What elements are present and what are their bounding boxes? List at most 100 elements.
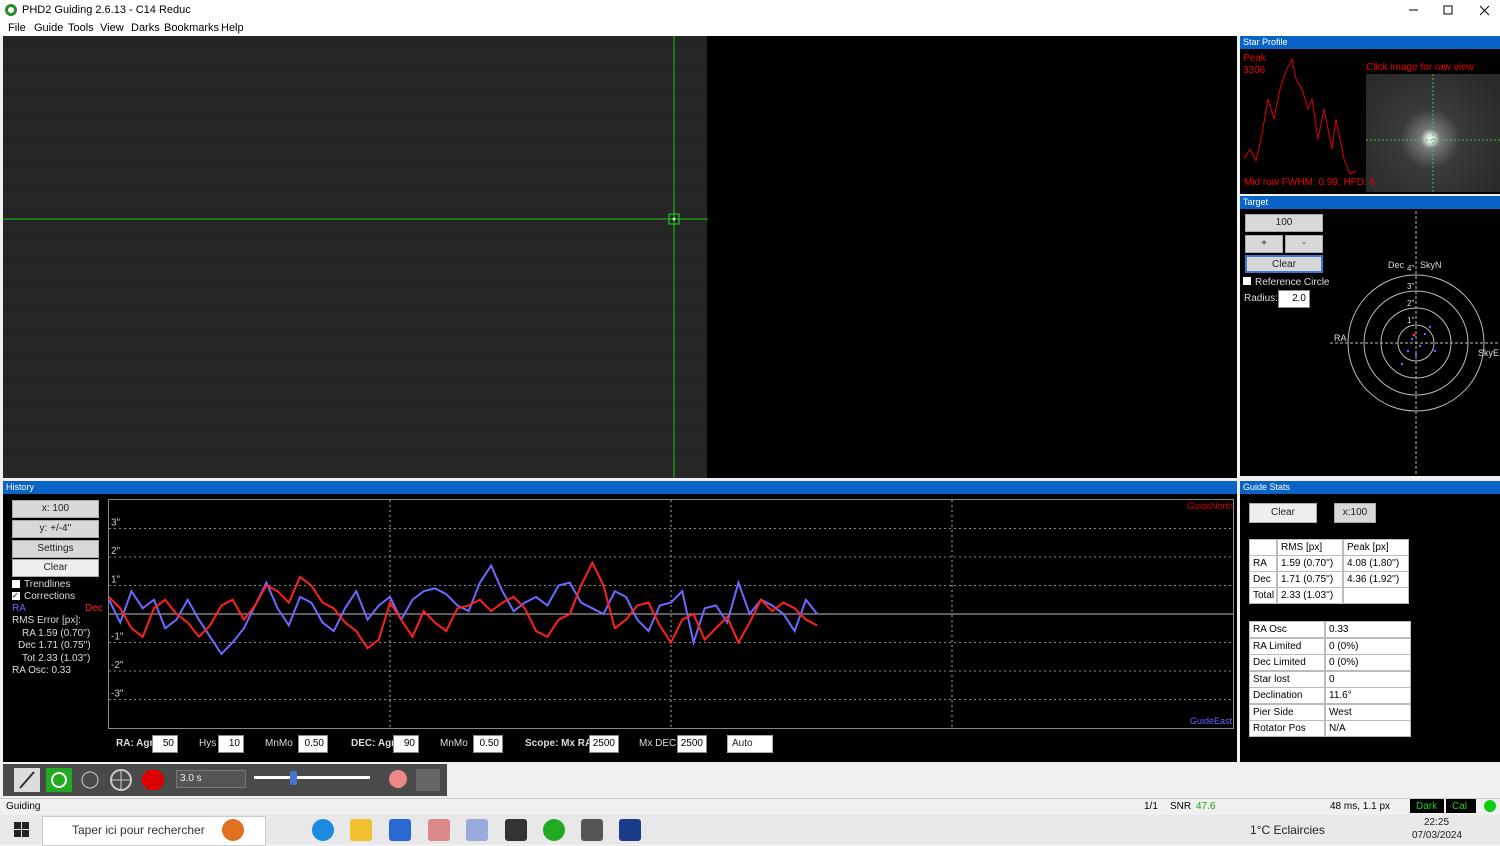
mode-select[interactable]: Auto [727, 735, 773, 753]
snr-label: SNR [1170, 801, 1192, 812]
window-controls[interactable] [1400, 2, 1500, 18]
trendlines-label: Trendlines [24, 579, 71, 590]
checkbox[interactable] [1243, 277, 1251, 285]
y-tick-label: -3" [111, 689, 124, 700]
hint: Click image for raw view [1366, 62, 1474, 73]
clear-button[interactable]: Clear [12, 559, 99, 577]
zoom-select[interactable]: 100 [1245, 214, 1323, 232]
taskbar-icon[interactable] [312, 819, 334, 841]
taskbar-icon[interactable] [619, 819, 641, 841]
status-text: Guiding [6, 801, 41, 812]
param-label: MnMo [265, 738, 293, 749]
info-cell: Rotator Pos [1249, 720, 1325, 737]
param-label: MnMo [440, 738, 468, 749]
taskbar-icon[interactable] [505, 819, 527, 841]
clear-button[interactable]: Clear [1249, 503, 1317, 523]
minus-button[interactable]: - [1285, 235, 1323, 253]
rms-title: RMS Error [px]: [12, 615, 81, 626]
axis-label: RA [1334, 333, 1347, 343]
info-cell: 0 (0%) [1325, 637, 1411, 655]
info-cell: 0 (0%) [1325, 654, 1411, 671]
info-cell: RA Limited [1249, 637, 1325, 655]
toolbar-icons[interactable] [8, 766, 448, 794]
panel-title: History [3, 481, 1237, 494]
annotation: GuideEast [1190, 716, 1233, 726]
series-line [109, 563, 818, 656]
stats-cell: 2.33 (1.03'') [1277, 587, 1343, 604]
star-thumbnail[interactable] [1366, 74, 1500, 192]
param-input[interactable]: 2500 [677, 735, 707, 753]
header-cell: Peak [px] [1343, 539, 1409, 556]
menu-item[interactable]: Tools [68, 22, 94, 34]
stats-cell [1343, 587, 1409, 604]
param-input[interactable]: 50 [152, 735, 178, 753]
x-scale-select[interactable]: x:100 [1334, 503, 1376, 523]
param-input[interactable]: 0.50 [473, 735, 503, 753]
param-input[interactable]: 2500 [589, 735, 619, 753]
history-graph: 3" 2" 1" -1" -2" -3" [108, 499, 1234, 729]
dark-indicator [1410, 799, 1444, 813]
taskbar-icon[interactable] [543, 819, 565, 841]
stats-cell: Total [1249, 587, 1277, 604]
taskbar-icon[interactable] [222, 819, 244, 841]
stats-cell: 1.59 (0.70'') [1277, 555, 1343, 572]
legend-dec: Dec [85, 603, 103, 614]
x-scale-select[interactable]: x: 100 [12, 500, 99, 518]
info-cell: Star lost [1249, 670, 1325, 688]
y-tick-label: 3" [111, 518, 121, 529]
stats-cell: 1.71 (0.75'') [1277, 571, 1343, 588]
info-cell: Declination [1249, 687, 1325, 704]
plus-button[interactable]: + [1245, 235, 1283, 253]
info-cell: West [1325, 703, 1411, 721]
start-button[interactable] [14, 822, 30, 838]
app-icon [5, 4, 17, 16]
menu-item[interactable]: File [8, 22, 26, 34]
stats-cell: 4.36 (1.92'') [1343, 571, 1409, 588]
y-tick-label: 2" [111, 546, 121, 557]
checkbox[interactable] [12, 580, 20, 588]
checkbox-checked[interactable]: ✓ [12, 591, 20, 600]
axis-label: SkyN [1420, 260, 1442, 270]
param-input[interactable]: 0.50 [298, 735, 328, 753]
ring-label: 2" [1407, 299, 1415, 308]
taskbar-icon[interactable] [581, 819, 603, 841]
weather: 1°C Eclaircies [1250, 823, 1325, 837]
param-input[interactable]: 90 [393, 735, 419, 753]
param-label: Scope: Mx RA [525, 738, 593, 749]
stats-cell: RA [1249, 555, 1277, 572]
menu-item[interactable]: View [100, 22, 124, 34]
stats-cell: Dec [1249, 571, 1277, 588]
menu-item[interactable]: Bookmarks [164, 22, 220, 34]
clear-button[interactable]: Clear [1245, 255, 1323, 273]
peak-label: Peak [1243, 53, 1266, 64]
camera-frame [3, 36, 707, 478]
y-tick-label: -1" [111, 632, 124, 643]
header-cell [1249, 539, 1277, 556]
menu-item[interactable]: Darks [131, 22, 160, 34]
menu-item[interactable]: Help [221, 22, 244, 34]
taskbar-icon[interactable] [350, 819, 372, 841]
ra-osc: RA Osc: 0.33 [12, 665, 71, 676]
taskbar-icon[interactable] [466, 819, 488, 841]
ring-label: 1" [1407, 316, 1415, 325]
param-label: RA: Agr [116, 738, 154, 749]
taskbar-icon[interactable] [428, 819, 450, 841]
stats-cell: 4.08 (1.80'') [1343, 555, 1409, 572]
dark-label: Dark [1416, 801, 1438, 812]
legend-ra: RA [12, 603, 26, 614]
search-placeholder: Taper ici pour rechercher [72, 823, 205, 837]
y-tick-label: -2" [111, 660, 124, 671]
series-line [109, 560, 818, 650]
clock-date: 07/03/2024 [1412, 830, 1463, 841]
exposure-select[interactable]: 3.0 s [176, 770, 246, 788]
y-scale-select[interactable]: y: +/-4'' [12, 520, 99, 538]
title-bar [0, 0, 1500, 20]
connection-indicator [1484, 800, 1496, 812]
radius-input[interactable]: 2.0 [1278, 290, 1310, 308]
menu-item[interactable]: Guide [34, 22, 64, 34]
snr-value: 47.6 [1196, 801, 1216, 812]
taskbar-icon[interactable] [389, 819, 411, 841]
param-input[interactable]: 10 [218, 735, 244, 753]
settings-button[interactable]: Settings [12, 540, 99, 558]
panel-title: Guide Stats [1240, 481, 1500, 494]
